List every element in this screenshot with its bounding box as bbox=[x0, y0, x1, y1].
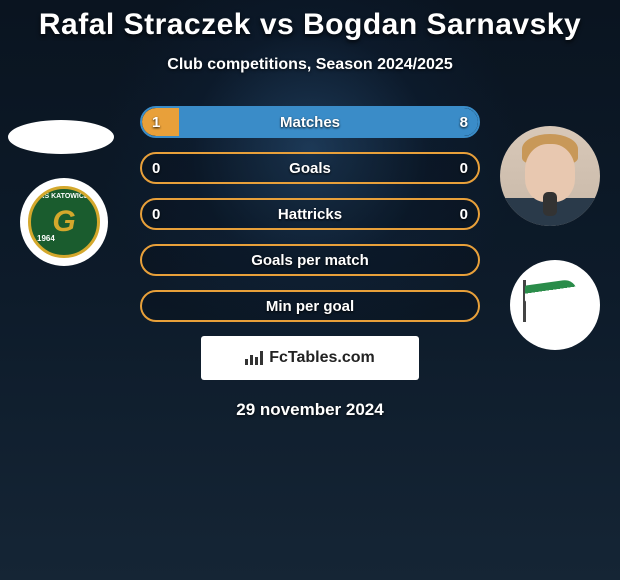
brand-box: FcTables.com bbox=[201, 336, 419, 380]
stat-value-right: 0 bbox=[460, 200, 468, 228]
stat-label: Goals bbox=[142, 154, 478, 182]
stat-value-left: 0 bbox=[152, 200, 160, 228]
stat-value-left: 0 bbox=[152, 154, 160, 182]
stat-row: Goals per match bbox=[140, 244, 480, 276]
stats-area: 18Matches00Goals00HattricksGoals per mat… bbox=[0, 106, 620, 322]
stat-fill-left bbox=[142, 108, 179, 136]
page-title: Rafal Straczek vs Bogdan Sarnavsky bbox=[0, 8, 620, 42]
stat-fill-right bbox=[179, 108, 478, 136]
stat-value-right: 8 bbox=[460, 108, 468, 136]
brand-chart-icon bbox=[245, 351, 263, 365]
stat-row: 0 0Goals bbox=[140, 152, 480, 184]
brand-text: FcTables.com bbox=[269, 349, 375, 367]
stat-label: Min per goal bbox=[142, 292, 478, 320]
date-line: 29 november 2024 bbox=[0, 400, 620, 420]
stat-row: 0 0Hattricks bbox=[140, 198, 480, 230]
stat-label: Goals per match bbox=[142, 246, 478, 274]
subtitle: Club competitions, Season 2024/2025 bbox=[0, 56, 620, 74]
stat-row: Min per goal bbox=[140, 290, 480, 322]
stat-label: Hattricks bbox=[142, 200, 478, 228]
stat-value-right: 0 bbox=[460, 154, 468, 182]
stat-value-left: 1 bbox=[152, 108, 160, 136]
content-container: Rafal Straczek vs Bogdan Sarnavsky Club … bbox=[0, 0, 620, 580]
stat-row: 18Matches bbox=[140, 106, 480, 138]
